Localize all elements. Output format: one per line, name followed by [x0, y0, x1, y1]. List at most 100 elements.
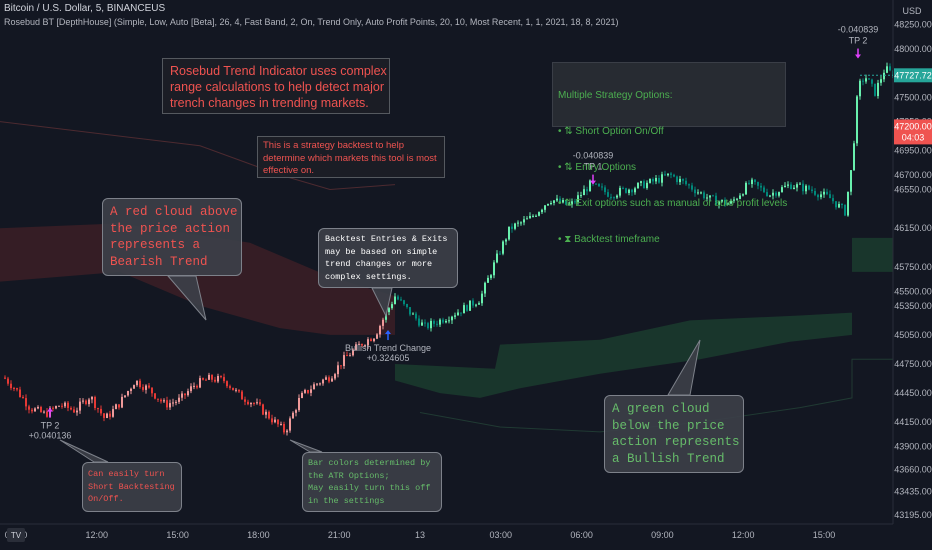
candles — [4, 62, 894, 436]
price-tick-label: 43660.00 — [894, 465, 932, 475]
candle-body — [595, 183, 597, 185]
candle-body — [733, 199, 735, 201]
candle-body — [700, 192, 702, 194]
candle-body — [40, 407, 42, 413]
candle-body — [415, 313, 417, 319]
candle-body — [886, 66, 888, 73]
candle-body — [46, 411, 48, 417]
time-tick-label: 12:00 — [86, 530, 109, 540]
candle-body — [883, 72, 885, 80]
candle-body — [844, 205, 846, 216]
candle-body — [703, 192, 705, 199]
short-toggle-callout[interactable]: Can easily turn Short Backtesting On/Off… — [82, 462, 182, 512]
candle-body — [385, 312, 387, 320]
price-tick-label: 46550.00 — [894, 185, 932, 195]
candle-body — [727, 203, 729, 205]
candle-body — [643, 181, 645, 189]
candle-body — [79, 401, 81, 411]
candle-body — [361, 343, 363, 346]
red-cloud-callout[interactable]: A red cloud above the price action repre… — [102, 198, 242, 276]
marker-value: +0.324605 — [367, 353, 410, 363]
candle-body — [865, 78, 867, 82]
candle-body — [199, 378, 201, 388]
callout-line: A red cloud above — [110, 205, 238, 219]
candle-body — [106, 413, 108, 418]
alert-price-tag — [894, 119, 932, 145]
callout-line: represents a — [110, 238, 201, 252]
candle-body — [547, 203, 549, 206]
entries-exits-callout[interactable]: Backtest Entries & Exits may be based on… — [318, 228, 458, 288]
indicator-legend[interactable]: Rosebud BT [DepthHouse] (Simple, Low, Au… — [4, 17, 619, 27]
candle-body — [652, 179, 654, 182]
candle-body — [514, 223, 516, 229]
tradingview-logo-icon[interactable]: TV — [7, 528, 25, 542]
marker-label: TP 2 — [41, 421, 60, 431]
candle-body — [709, 195, 711, 198]
candle-body — [217, 376, 219, 382]
candle-body — [88, 399, 90, 405]
candle-body — [256, 402, 258, 404]
candle-body — [61, 405, 63, 407]
candle-body — [784, 185, 786, 188]
candle-body — [109, 413, 111, 417]
backtest-note-line: This is a strategy backtest to help — [263, 140, 404, 151]
candle-body — [565, 200, 567, 205]
candle-body — [340, 365, 342, 367]
candle-body — [175, 401, 177, 403]
bar-colors-callout[interactable]: Bar colors determined by the ATR Options… — [302, 452, 442, 512]
candle-body — [37, 407, 39, 409]
marker-value: +0.040136 — [29, 431, 72, 441]
candle-body — [67, 402, 69, 408]
candle-body — [796, 184, 798, 188]
candle-body — [550, 203, 552, 204]
candle-body — [640, 181, 642, 183]
candle-body — [679, 178, 681, 183]
callout-line: trend changes or more — [325, 259, 433, 269]
candle-body — [817, 194, 819, 198]
candle-body — [562, 200, 564, 203]
price-tick-label: 43195.00 — [894, 510, 932, 520]
candle-body — [505, 239, 507, 242]
candle-body — [184, 393, 186, 396]
candle-body — [694, 189, 696, 194]
candle-body — [190, 386, 192, 392]
candle-body — [781, 187, 783, 193]
candle-body — [472, 300, 474, 306]
candle-body — [610, 196, 612, 198]
callout-line: A green cloud — [612, 402, 710, 416]
candle-body — [637, 182, 639, 189]
candle-body — [352, 349, 354, 356]
candle-body — [790, 184, 792, 189]
green-cloud-callout[interactable]: A green cloud below the price action rep… — [604, 395, 744, 473]
candle-body — [427, 323, 429, 329]
candle-body — [163, 400, 165, 402]
candle-body — [769, 195, 771, 197]
headline-line: trench changes in trending markets. — [170, 96, 369, 110]
candle-body — [868, 78, 870, 80]
candle-body — [835, 201, 837, 208]
candle-body — [850, 170, 852, 192]
time-tick-label: 09:00 — [651, 530, 674, 540]
candle-body — [517, 222, 519, 224]
candle-body — [82, 400, 84, 402]
candle-body — [829, 194, 831, 199]
marker-value: -0.040839 — [838, 25, 879, 35]
symbol-title[interactable]: Bitcoin / U.S. Dollar, 5, BINANCEUS — [4, 3, 166, 14]
candle-body — [445, 321, 447, 323]
candle-body — [73, 409, 75, 413]
price-tick-label: 46950.00 — [894, 146, 932, 156]
candle-body — [820, 194, 822, 198]
candle-body — [607, 192, 609, 197]
candle-body — [154, 393, 156, 399]
candle-body — [244, 399, 246, 402]
price-scale-panel[interactable] — [893, 0, 932, 524]
candle-body — [379, 326, 381, 335]
candle-body — [823, 191, 825, 195]
tp-arrow-icon — [855, 54, 861, 59]
candle-body — [241, 391, 243, 400]
callout-line: Can easily turn — [88, 469, 165, 479]
candle-body — [337, 365, 339, 375]
